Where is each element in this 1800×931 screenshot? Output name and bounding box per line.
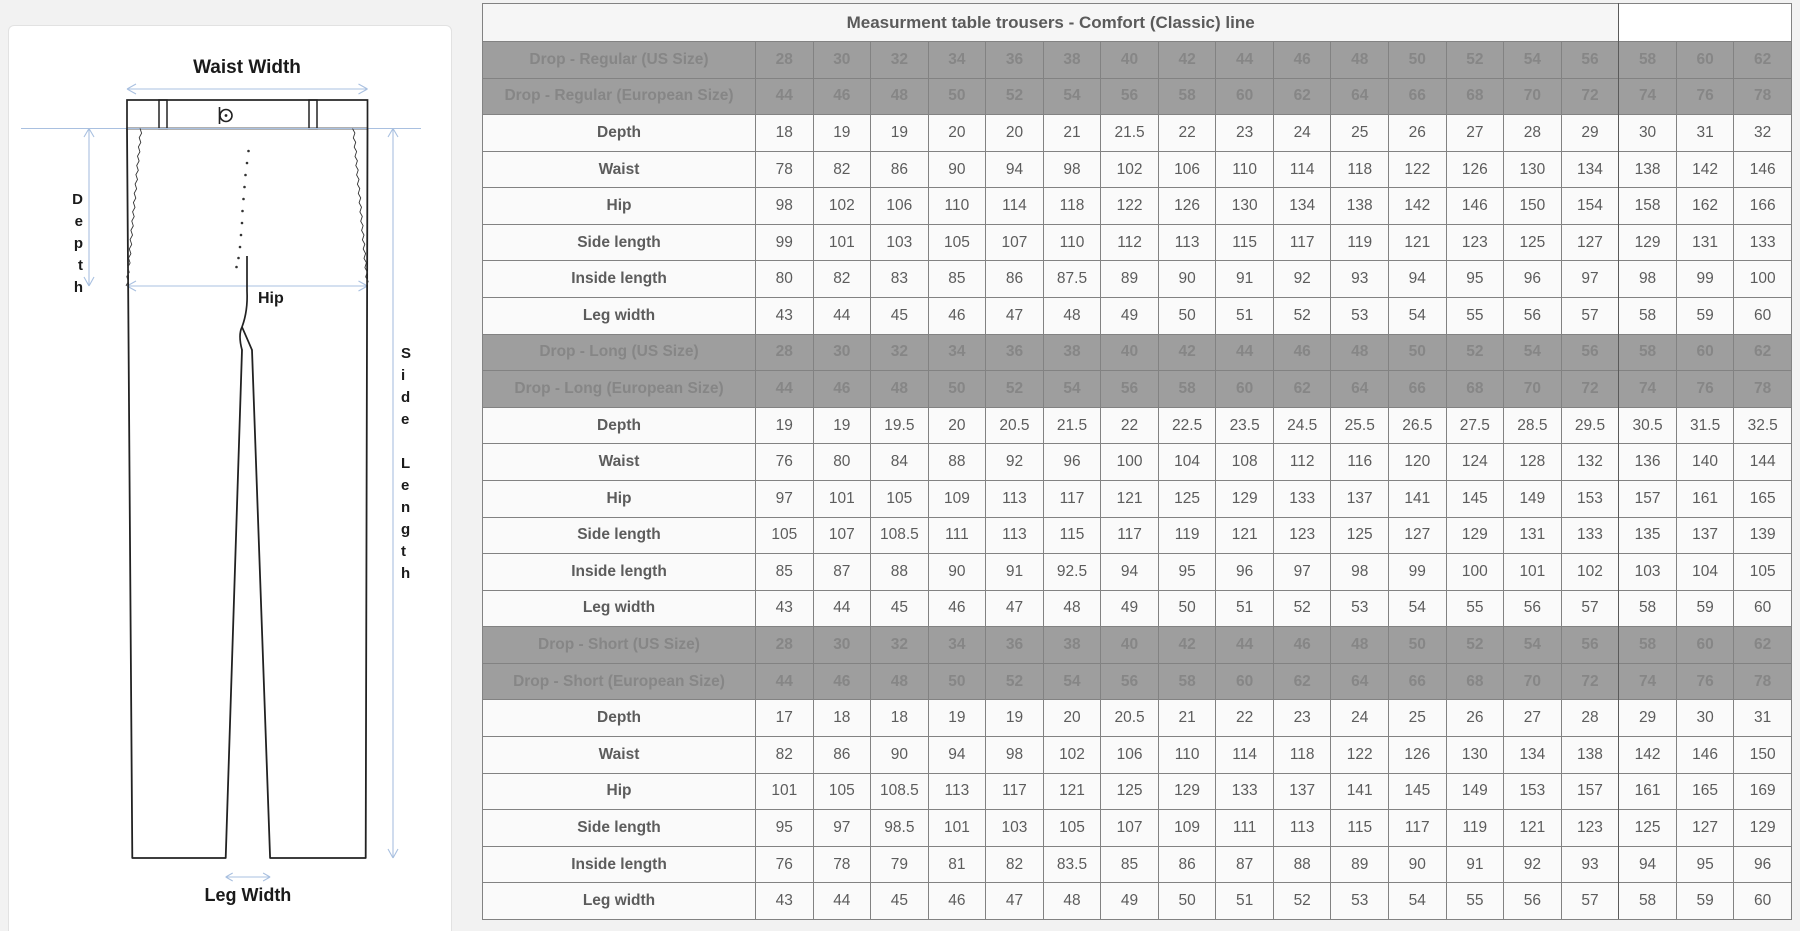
svg-text:e: e	[75, 213, 83, 230]
svg-text:t: t	[401, 543, 406, 560]
svg-text:Leg Width: Leg Width	[204, 885, 291, 905]
svg-text:i: i	[401, 367, 405, 384]
svg-text:t: t	[78, 257, 83, 274]
svg-text:S: S	[401, 345, 411, 362]
svg-text:d: d	[401, 389, 410, 406]
svg-text:e: e	[401, 477, 409, 494]
svg-text:h: h	[74, 279, 83, 296]
svg-text:p: p	[74, 235, 83, 252]
svg-text:h: h	[401, 565, 410, 582]
svg-text:Hip: Hip	[258, 290, 284, 307]
svg-text:g: g	[401, 521, 410, 538]
svg-text:D: D	[72, 191, 83, 208]
svg-text:e: e	[401, 411, 409, 428]
svg-text:n: n	[401, 499, 410, 516]
svg-text:L: L	[401, 455, 410, 472]
svg-text:Waist Width: Waist Width	[193, 57, 301, 78]
